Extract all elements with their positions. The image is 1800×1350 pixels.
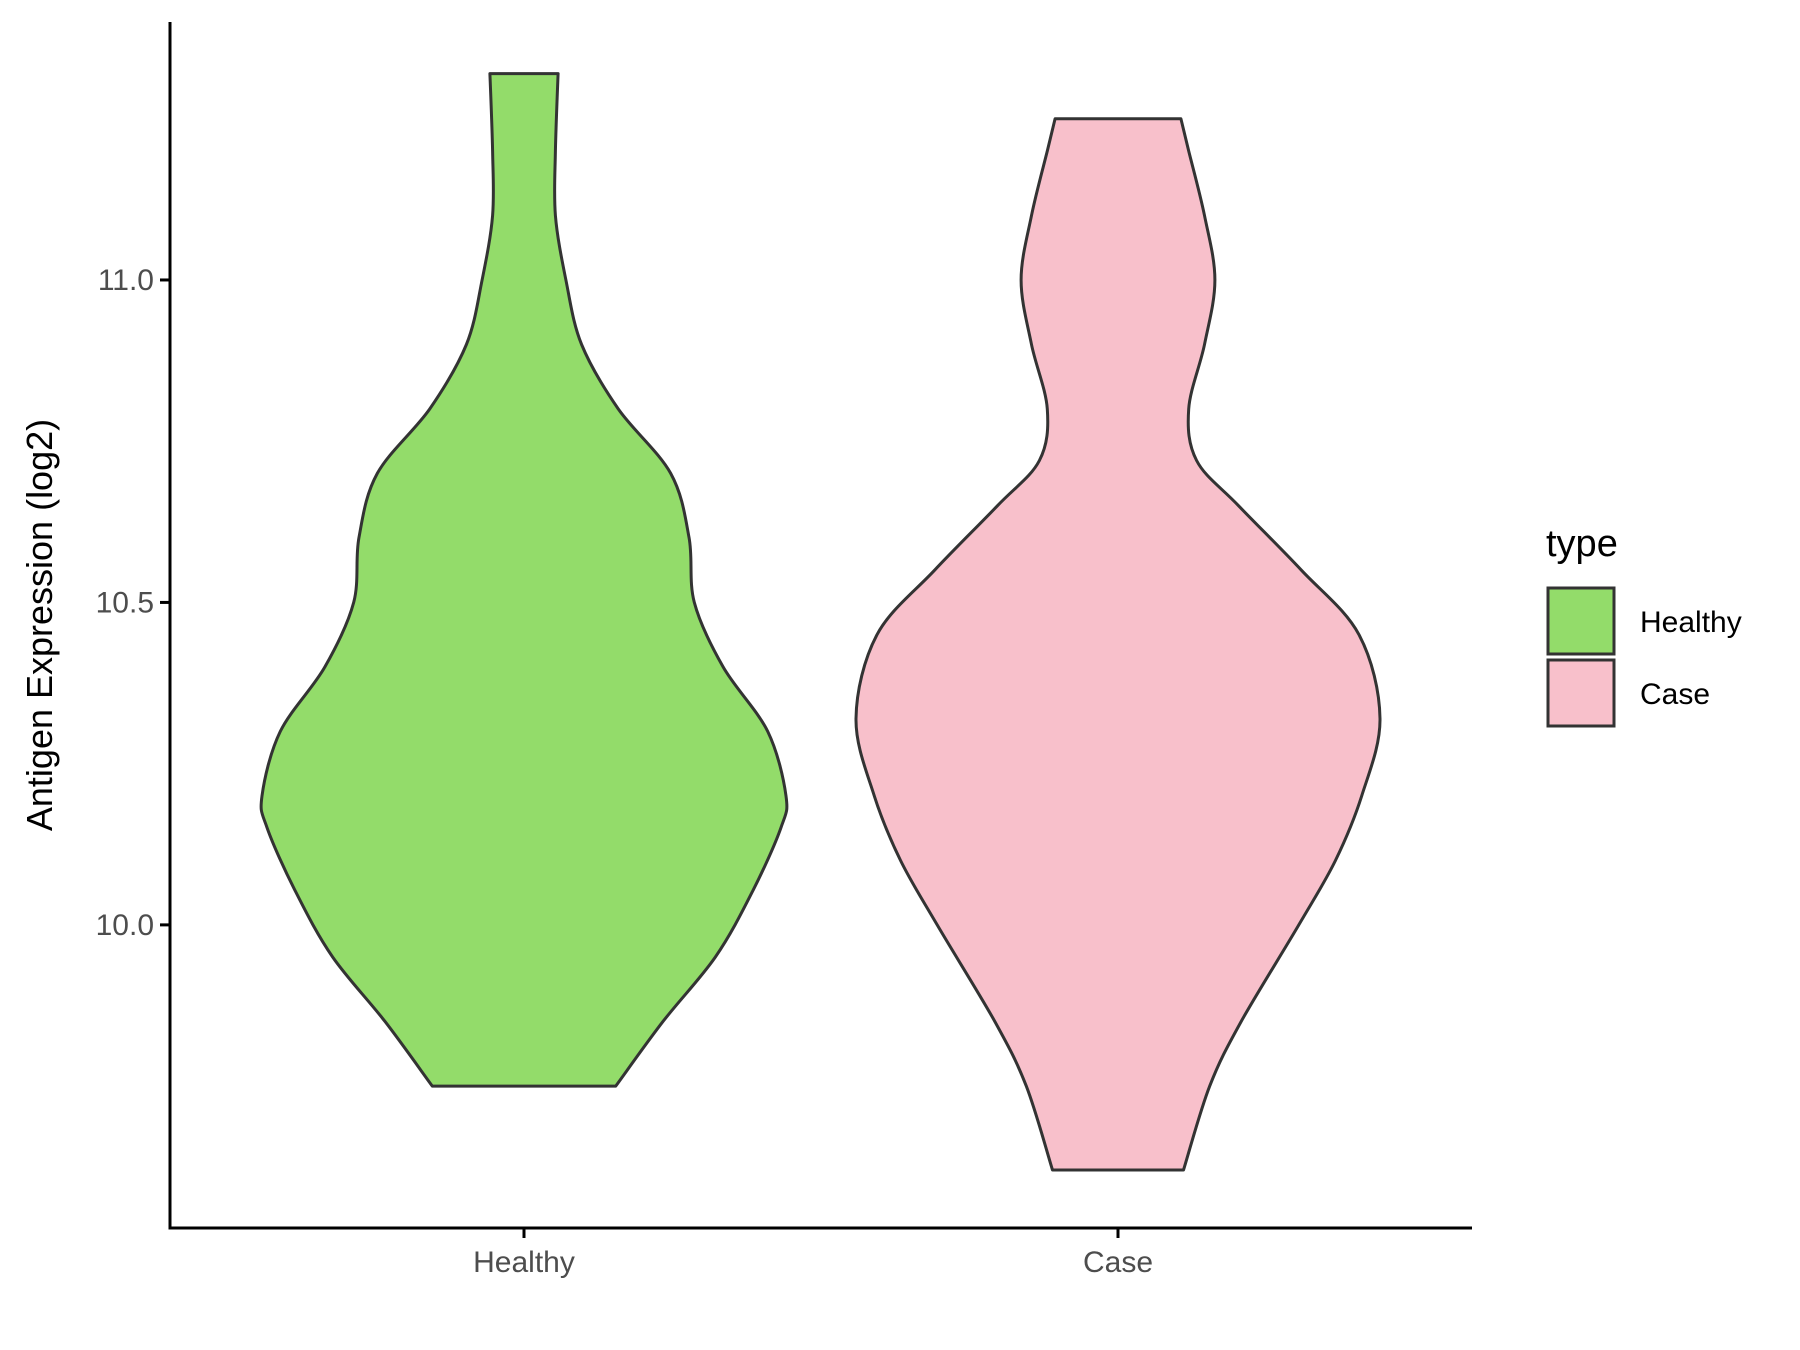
x-tick-label: Healthy — [473, 1246, 575, 1279]
violin-layer — [259, 72, 1382, 1172]
legend-title: type — [1546, 523, 1618, 565]
legend-swatch-case — [1546, 658, 1616, 728]
violin-healthy — [259, 72, 789, 1088]
y-tick-label: 10.0 — [96, 909, 154, 942]
x-tick-label: Case — [1083, 1246, 1153, 1279]
y-axis-title: Antigen Expression (log2) — [19, 419, 60, 831]
legend: type Healthy Case — [1546, 523, 1742, 728]
violin-case — [854, 117, 1382, 1172]
legend-swatch-healthy — [1546, 586, 1616, 656]
y-tick-label: 10.5 — [96, 586, 154, 619]
y-tick-label: 11.0 — [98, 264, 154, 297]
y-axis-ticks: 10.0 10.5 11.0 — [96, 264, 170, 942]
legend-label-healthy: Healthy — [1640, 606, 1742, 639]
legend-label-case: Case — [1640, 678, 1710, 711]
x-axis-ticks: Healthy Case — [473, 1228, 1153, 1279]
